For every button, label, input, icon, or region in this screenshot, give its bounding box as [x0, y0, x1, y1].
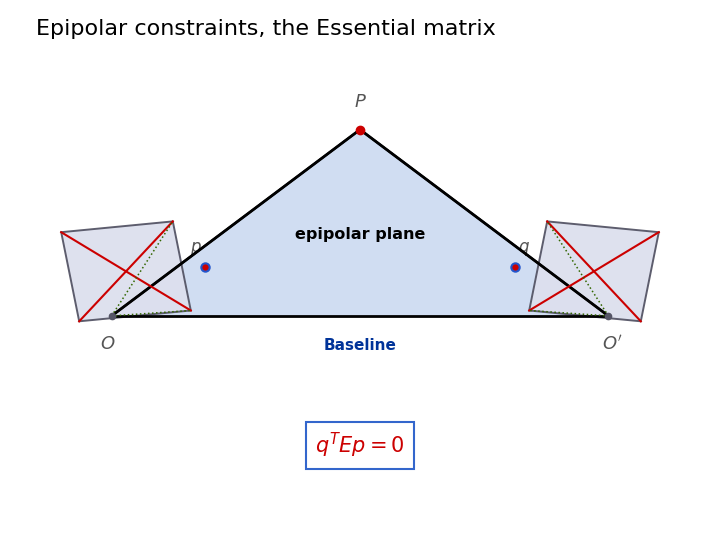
Text: Baseline: Baseline	[323, 338, 397, 353]
Text: $O$: $O$	[100, 335, 116, 353]
Text: epipolar plane: epipolar plane	[294, 227, 426, 242]
Text: $q$: $q$	[518, 240, 531, 258]
Text: $p$: $p$	[190, 240, 202, 258]
Text: $P$: $P$	[354, 93, 366, 111]
Text: Epipolar constraints, the Essential matrix: Epipolar constraints, the Essential matr…	[36, 19, 496, 39]
Text: $q^T E p = 0$: $q^T E p = 0$	[315, 431, 405, 460]
Text: $O'$: $O'$	[602, 335, 622, 354]
Polygon shape	[61, 221, 191, 321]
Polygon shape	[112, 130, 608, 316]
Polygon shape	[529, 221, 659, 321]
